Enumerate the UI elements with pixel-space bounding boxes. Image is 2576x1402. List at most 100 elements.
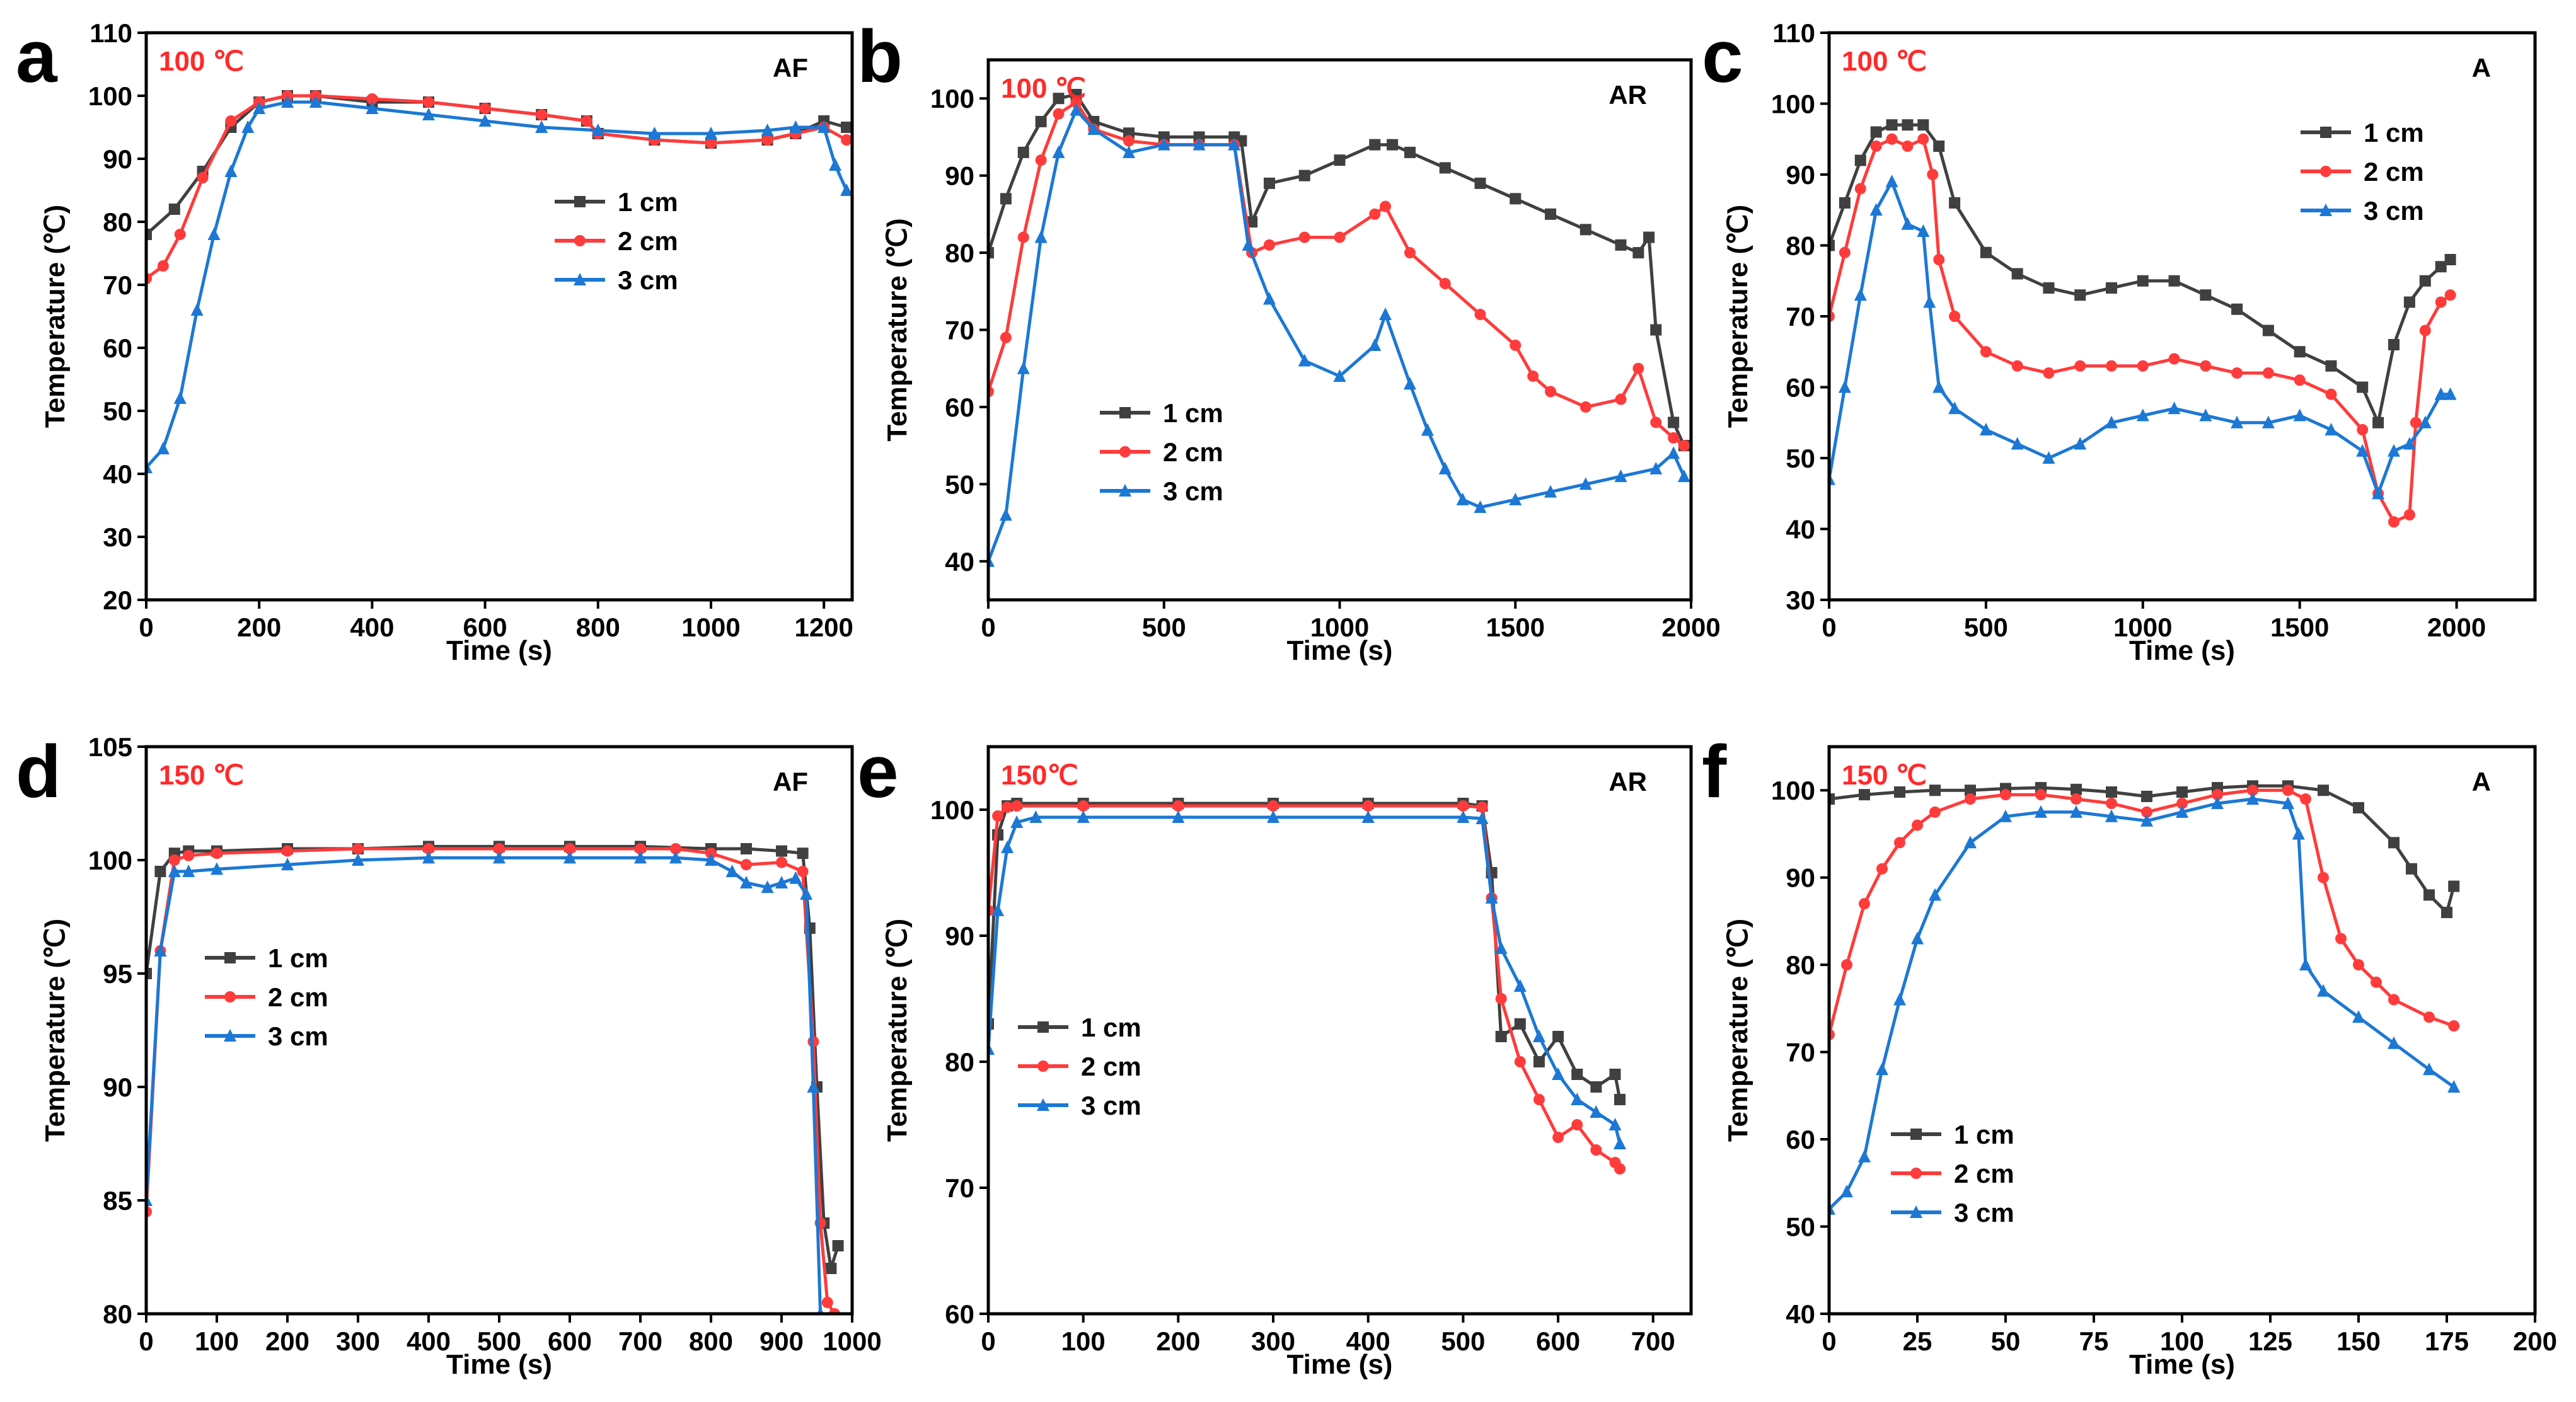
data-point [423,843,434,854]
data-point [2140,813,2153,827]
x-tick-label: 400 [1346,1326,1390,1356]
y-tick-label: 90 [945,921,974,951]
data-point [156,442,170,454]
x-tick-label: 300 [336,1326,380,1356]
panel-b: b 0 500 1000 1500 2000 40 50 60 70 80 90 100 Time (s)… [857,15,1721,666]
panel-letter: d [16,730,61,813]
data-point [1052,145,1065,158]
mode-label: AF [773,767,808,796]
data-point [1172,800,1184,812]
data-point [705,137,717,149]
data-point [1457,800,1469,812]
y-tick-label: 60 [103,333,132,363]
data-point [1668,432,1680,444]
y-tick-label: 20 [103,585,132,615]
data-point [1571,1119,1583,1130]
data-point [1157,137,1170,151]
x-tick-label: 125 [2248,1326,2292,1356]
data-point [807,1080,820,1093]
y-axis-title: Temperature (℃) [1723,205,1753,428]
legend-marker [1119,484,1131,497]
temperature-condition-label: 150 ℃ [1842,760,1927,791]
data-point [1859,789,1870,801]
legend-marker [1037,1021,1049,1033]
data-point [2176,805,2188,818]
x-tick-label: 500 [477,1326,521,1356]
panel-letter: f [1702,730,1727,813]
data-point [2294,346,2306,358]
data-point [1980,246,1992,258]
legend-label: 3 cm [618,265,678,295]
data-point [1298,231,1310,243]
data-point [211,862,223,875]
data-point [1933,141,1945,152]
data-point [1929,784,1941,796]
data-point [2388,837,2400,849]
legend-marker [224,1029,236,1042]
y-tick-label: 80 [945,238,974,268]
data-point [1000,331,1012,343]
data-point [2262,325,2274,336]
data-point [1894,786,1905,798]
data-point [2137,360,2149,372]
y-tick-label: 70 [103,270,132,300]
data-point [1001,841,1014,853]
data-point [1838,380,1851,393]
data-point [1404,377,1416,390]
panel-letter: a [16,15,58,98]
data-point [2136,408,2149,422]
data-point [1854,288,1867,301]
data-point [789,871,802,884]
legend-item: 1 cm [205,943,328,973]
data-point [2448,880,2460,892]
y-tick-label: 80 [1786,231,1815,261]
data-point [2042,451,2055,464]
y-tick-label: 50 [1786,1212,1815,1242]
data-point [2106,360,2117,372]
data-point [1917,119,1929,131]
data-point [1545,386,1556,398]
data-point [2300,793,2311,805]
plot-area [988,89,1690,567]
data-point [1034,230,1048,243]
x-tick-label: 1500 [2270,612,2329,642]
temperature-condition-label: 100 ℃ [1001,73,1086,104]
legend-marker [2320,166,2331,177]
data-point [1609,1118,1622,1130]
data-point [1964,836,1977,849]
data-point [1979,423,1992,435]
x-tick-label: 100 [2160,1326,2204,1356]
legend-marker [1910,1205,1922,1218]
data-point [1387,139,1399,151]
data-point [840,183,852,196]
x-tick-label: 0 [981,612,995,642]
x-tick-label: 50 [1991,1326,2021,1356]
data-point [1193,137,1206,151]
x-tick-label: 175 [2425,1326,2469,1356]
data-point [1264,239,1275,251]
data-point [2447,1080,2461,1093]
y-tick-label: 80 [103,1299,132,1329]
data-point [841,122,852,133]
mode-label: A [2472,53,2491,83]
data-point [761,134,773,146]
data-point [2106,282,2117,294]
x-tick-label: 400 [407,1326,451,1356]
data-point [1885,175,1898,188]
data-point [741,859,752,871]
x-tick-label: 600 [548,1326,592,1356]
legend-item: 1 cm [1100,398,1223,428]
data-point [705,853,717,866]
data-point [1456,492,1469,505]
data-point [1590,1144,1602,1156]
data-point [1613,1137,1626,1149]
series-line-1cm [1829,123,2452,425]
series-line-1cm [146,844,840,1270]
data-point [168,865,181,877]
data-point [1609,1069,1621,1080]
data-point [1545,208,1556,220]
data-point [563,851,576,864]
data-point [2199,408,2212,422]
data-point [1841,959,1852,971]
series-line-2cm [1829,788,2455,1035]
